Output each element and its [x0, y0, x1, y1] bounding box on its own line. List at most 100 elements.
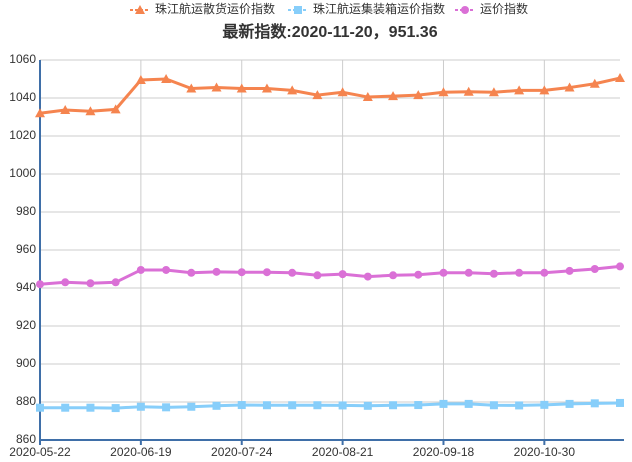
data-point — [36, 403, 44, 412]
data-point — [211, 82, 222, 92]
x-tick-label: 2020-09-18 — [413, 445, 475, 459]
data-point — [565, 399, 574, 408]
data-point — [110, 104, 121, 114]
data-point — [539, 85, 550, 95]
data-point — [439, 399, 448, 408]
y-tick-label: 1000 — [9, 166, 36, 180]
data-point — [515, 401, 524, 410]
legend-label: 珠江航运散货运价指数 — [155, 1, 275, 16]
x-tick-label: 2020-05-22 — [9, 445, 71, 459]
data-point — [589, 78, 600, 88]
data-point — [85, 106, 96, 116]
legend: 珠江航运散货运价指数 珠江航运集装箱运价指数 运价指数 — [130, 1, 528, 16]
data-point — [236, 83, 247, 93]
data-point — [438, 87, 449, 97]
legend-marker — [461, 6, 469, 14]
data-point — [389, 401, 398, 410]
data-point — [337, 87, 348, 97]
data-point — [540, 268, 549, 277]
x-tick-label: 2020-08-21 — [312, 445, 374, 459]
data-point — [616, 262, 624, 271]
data-point — [464, 268, 473, 277]
data-point — [86, 403, 95, 412]
y-tick-label: 1060 — [9, 52, 36, 66]
data-point — [212, 401, 221, 410]
y-tick-label: 1020 — [9, 128, 36, 142]
data-point — [212, 267, 221, 276]
data-point — [86, 279, 95, 288]
data-point — [565, 266, 574, 275]
chart-title: 最新指数:2020-11-20，951.36 — [222, 22, 437, 41]
data-point — [162, 403, 171, 412]
series-line — [39, 264, 621, 286]
data-point — [162, 265, 171, 274]
data-point — [413, 90, 424, 100]
data-point — [61, 278, 70, 287]
data-point — [36, 280, 44, 289]
legend-label: 运价指数 — [480, 1, 528, 16]
series-line — [40, 401, 621, 410]
data-point — [564, 82, 575, 92]
y-tick-label: 880 — [16, 394, 36, 408]
data-point — [287, 85, 298, 95]
data-point — [111, 278, 120, 287]
data-point — [187, 268, 196, 277]
y-tick-label: 980 — [16, 204, 36, 218]
y-tick-label: 900 — [16, 356, 36, 370]
data-point — [488, 87, 499, 97]
data-point — [616, 398, 624, 407]
x-tick-label: 2020-10-30 — [514, 445, 576, 459]
data-point — [540, 400, 549, 409]
data-point — [463, 86, 474, 96]
series-line — [39, 76, 621, 115]
data-point — [61, 403, 70, 412]
data-point — [186, 83, 197, 93]
data-point — [313, 401, 322, 410]
data-point — [363, 272, 372, 281]
data-point — [414, 270, 423, 279]
data-point — [363, 401, 372, 410]
data-point — [136, 265, 145, 274]
data-point — [288, 268, 297, 277]
data-point — [313, 271, 322, 280]
y-tick-label: 920 — [16, 318, 36, 332]
y-tick-label: 960 — [16, 242, 36, 256]
data-point — [464, 399, 473, 408]
data-point — [262, 401, 271, 410]
data-point — [338, 401, 347, 410]
data-point — [590, 265, 599, 273]
data-point — [514, 85, 525, 95]
data-point — [312, 90, 323, 100]
legend-label: 珠江航运集装箱运价指数 — [313, 1, 445, 16]
legend-marker — [294, 6, 302, 14]
data-point — [515, 268, 524, 277]
x-tick-label: 2020-07-24 — [211, 445, 273, 459]
data-point — [161, 74, 172, 83]
data-point — [262, 268, 271, 277]
data-point — [615, 73, 625, 83]
data-point — [414, 401, 423, 410]
data-point — [237, 401, 246, 410]
data-point — [288, 401, 297, 410]
y-tick-label: 940 — [16, 280, 36, 294]
data-point — [388, 91, 399, 101]
data-point — [439, 268, 448, 277]
data-point — [362, 92, 373, 102]
data-point — [187, 402, 196, 411]
data-point — [389, 271, 398, 280]
data-point — [489, 401, 498, 410]
y-tick-label: 860 — [16, 432, 36, 446]
data-point — [338, 270, 347, 279]
data-point — [111, 404, 120, 413]
data-point — [237, 268, 246, 277]
data-point — [135, 74, 146, 84]
data-point — [590, 399, 599, 408]
data-point — [489, 269, 498, 278]
data-point — [60, 104, 71, 114]
data-point — [136, 402, 145, 411]
y-tick-label: 1040 — [9, 90, 36, 104]
data-point — [261, 83, 272, 93]
data-point — [35, 108, 45, 118]
x-tick-label: 2020-06-19 — [110, 445, 172, 459]
